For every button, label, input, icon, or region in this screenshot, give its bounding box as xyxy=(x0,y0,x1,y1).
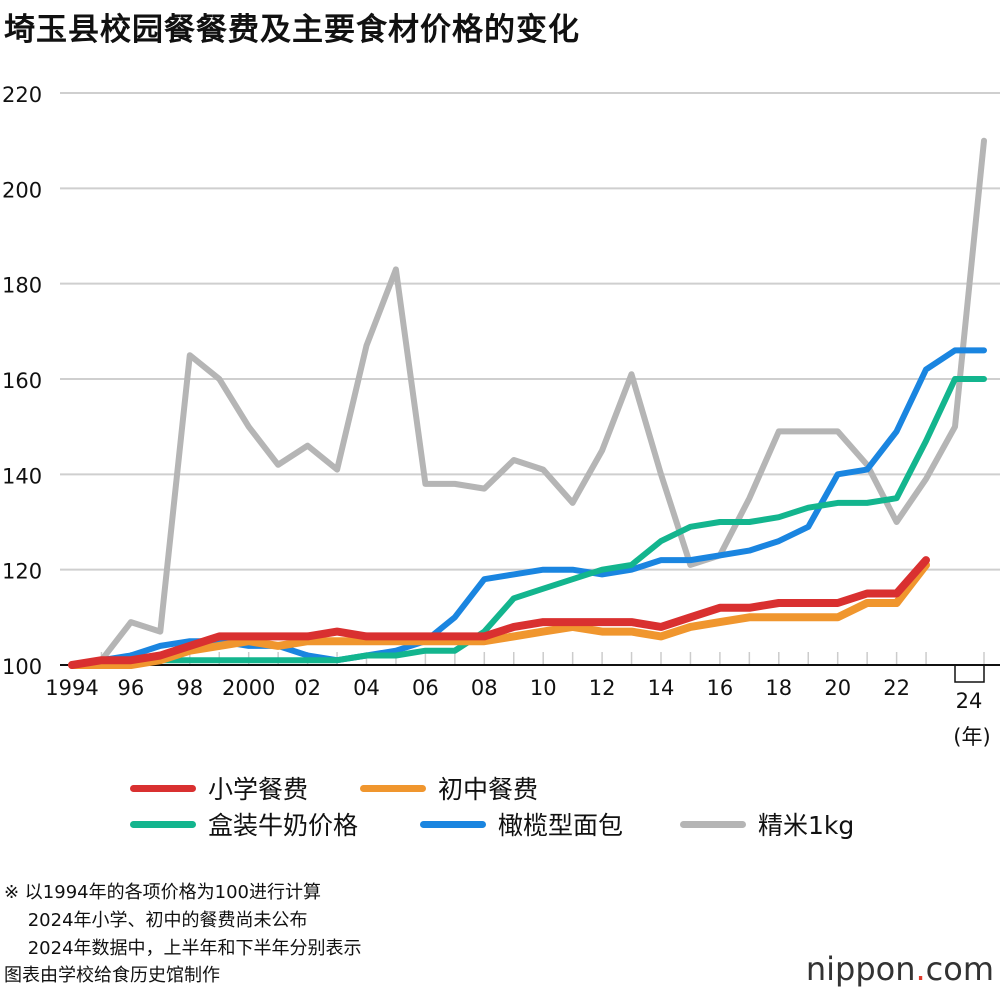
x-tick-label: 12 xyxy=(589,676,616,700)
series-line-盒装牛奶价格 xyxy=(69,376,987,668)
logo-dot: . xyxy=(915,950,926,988)
legend-swatch xyxy=(130,820,196,828)
legend-item-elementary: 小学餐费 xyxy=(130,770,308,806)
chart-title: 埼玉县校园餐餐费及主要食材价格的变化 xyxy=(4,12,580,48)
legend-swatch xyxy=(360,784,426,792)
x-bracket-2024 xyxy=(954,665,985,683)
x-tick-label: 18 xyxy=(765,676,792,700)
x-unit-label: (年) xyxy=(953,725,990,749)
legend-swatch xyxy=(130,784,196,792)
y-tick-label: 140 xyxy=(2,464,42,488)
legend-swatch xyxy=(420,820,486,828)
line-chart: 100 120 140 160 180 200 220 1994 96 98 2000 02 04 06 0… xyxy=(2,83,1000,749)
legend-item-milk: 盒装牛奶价格 xyxy=(130,806,358,842)
logo-suffix: com xyxy=(925,950,994,988)
source-note: 图表由学校给食历史馆制作 xyxy=(4,965,220,986)
y-tick-label: 180 xyxy=(2,274,42,298)
x-tick-label: 16 xyxy=(707,676,734,700)
logo-text: nippon xyxy=(805,950,916,988)
y-tick-label: 200 xyxy=(2,178,42,202)
legend-label: 初中餐费 xyxy=(438,775,539,804)
legend-swatch xyxy=(680,820,746,828)
x-tick-label: 20 xyxy=(824,676,851,700)
series-line-初中餐费 xyxy=(68,560,930,669)
legend-label: 盒装牛奶价格 xyxy=(208,811,359,840)
y-tick-label: 120 xyxy=(2,560,42,584)
legend-item-rice: 精米1kg xyxy=(680,806,854,842)
x-tick-label: 02 xyxy=(294,676,321,700)
x-tick-label: 96 xyxy=(118,676,145,700)
legend-label: 精米1kg xyxy=(758,811,855,840)
x-tick-label: 14 xyxy=(648,676,675,700)
x-tick-label: 98 xyxy=(176,676,203,700)
x-tick-label: 06 xyxy=(412,676,439,700)
series-line-小学餐费 xyxy=(68,556,930,669)
x-tick-label: 04 xyxy=(353,676,380,700)
y-tick-label: 100 xyxy=(2,655,42,679)
x-tick-label: 24 xyxy=(956,689,983,713)
y-tick-label: 160 xyxy=(2,369,42,393)
y-tick-label: 220 xyxy=(2,83,42,107)
x-tick-label: 22 xyxy=(883,676,910,700)
footnote: 2024年数据中，上半年和下半年分别表示 xyxy=(4,938,362,959)
series-line-精米1kg xyxy=(69,137,987,668)
legend-item-junior: 初中餐费 xyxy=(360,770,538,806)
series-line-橄榄型面包 xyxy=(69,347,987,668)
legend-label: 橄榄型面包 xyxy=(498,811,624,840)
x-tick-label: 10 xyxy=(530,676,557,700)
footnote: 2024年小学、初中的餐费尚未公布 xyxy=(4,910,308,931)
x-tick-label: 08 xyxy=(471,676,498,700)
x-tick-label: 1994 xyxy=(45,676,98,700)
legend-item-bread: 橄榄型面包 xyxy=(420,806,623,842)
nippon-logo: nippon.com xyxy=(806,950,994,988)
footnote: ※ 以1994年的各项价格为100进行计算 xyxy=(4,882,321,903)
legend-label: 小学餐费 xyxy=(208,775,309,804)
x-tick-label: 2000 xyxy=(222,676,275,700)
